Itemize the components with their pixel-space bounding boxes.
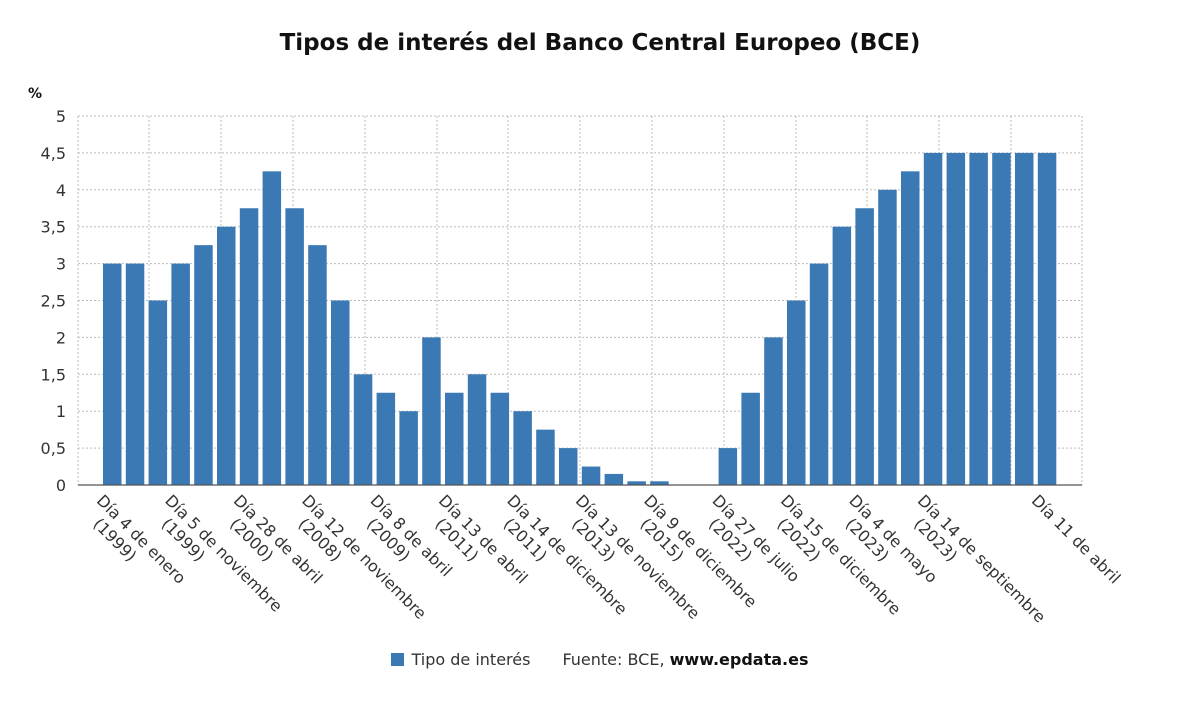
x-tick-label: Día 11 de abril (1028, 491, 1125, 588)
bar (239, 208, 259, 485)
bar (536, 429, 555, 485)
y-tick-label: 4 (56, 181, 66, 200)
bar (262, 171, 282, 485)
bar (901, 171, 920, 485)
bar (285, 208, 304, 485)
source-site[interactable]: www.epdata.es (669, 650, 809, 669)
chart-title: Tipos de interés del Banco Central Europ… (279, 30, 921, 56)
legend-swatch (391, 653, 405, 666)
source-prefix: Fuente: BCE, (562, 650, 670, 669)
bar (650, 481, 669, 485)
y-tick-label: 2 (56, 328, 66, 347)
bar (148, 300, 168, 485)
legend: Tipo de interés Fuente: BCE, www.epdata.e… (0, 650, 1200, 669)
y-axis-unit: % (28, 86, 43, 102)
bar (308, 245, 327, 485)
bar (581, 466, 601, 485)
bar (809, 263, 829, 485)
bar (194, 245, 213, 485)
bar (764, 337, 783, 485)
x-tick-label-line: Día 13 de noviembre (572, 491, 704, 623)
bar (331, 300, 350, 485)
y-tick-label: 0 (56, 476, 66, 495)
bar (217, 226, 236, 485)
y-tick-label: 4,5 (41, 144, 66, 163)
y-tick-label: 1 (56, 402, 66, 421)
y-tick-label: 2,5 (41, 292, 66, 311)
bar (787, 300, 806, 485)
bar (832, 226, 852, 485)
bar (741, 392, 760, 485)
y-tick-label: 0,5 (41, 439, 66, 458)
bar (399, 411, 418, 485)
bar (855, 208, 874, 485)
bar (490, 392, 510, 485)
bar (353, 374, 373, 485)
bar (627, 481, 646, 485)
bar (376, 392, 396, 485)
bar (559, 448, 578, 485)
bar (513, 411, 532, 485)
bar (718, 448, 738, 485)
x-tick-label-line: Día 14 de septiembre (914, 491, 1050, 627)
bar (445, 392, 464, 485)
bar (103, 263, 122, 485)
bar (171, 263, 190, 485)
y-tick-label: 3,5 (41, 218, 66, 237)
x-tick-label-line: Día 12 de noviembre (298, 491, 430, 623)
bar (422, 337, 441, 485)
bar (125, 263, 145, 485)
bar (969, 152, 988, 485)
bar (992, 152, 1011, 485)
bar (467, 374, 487, 485)
y-tick-label: 1,5 (41, 365, 66, 384)
bar (1037, 152, 1057, 485)
bar (604, 473, 624, 485)
y-tick-label: 3 (56, 255, 66, 274)
bar (923, 152, 943, 485)
x-tick-label-line: Día 11 de abril (1028, 491, 1125, 588)
bar (1015, 152, 1034, 485)
legend-label: Tipo de interés (411, 650, 531, 669)
y-tick-label: 5 (56, 107, 66, 126)
bar (946, 152, 966, 485)
bar (878, 189, 897, 486)
